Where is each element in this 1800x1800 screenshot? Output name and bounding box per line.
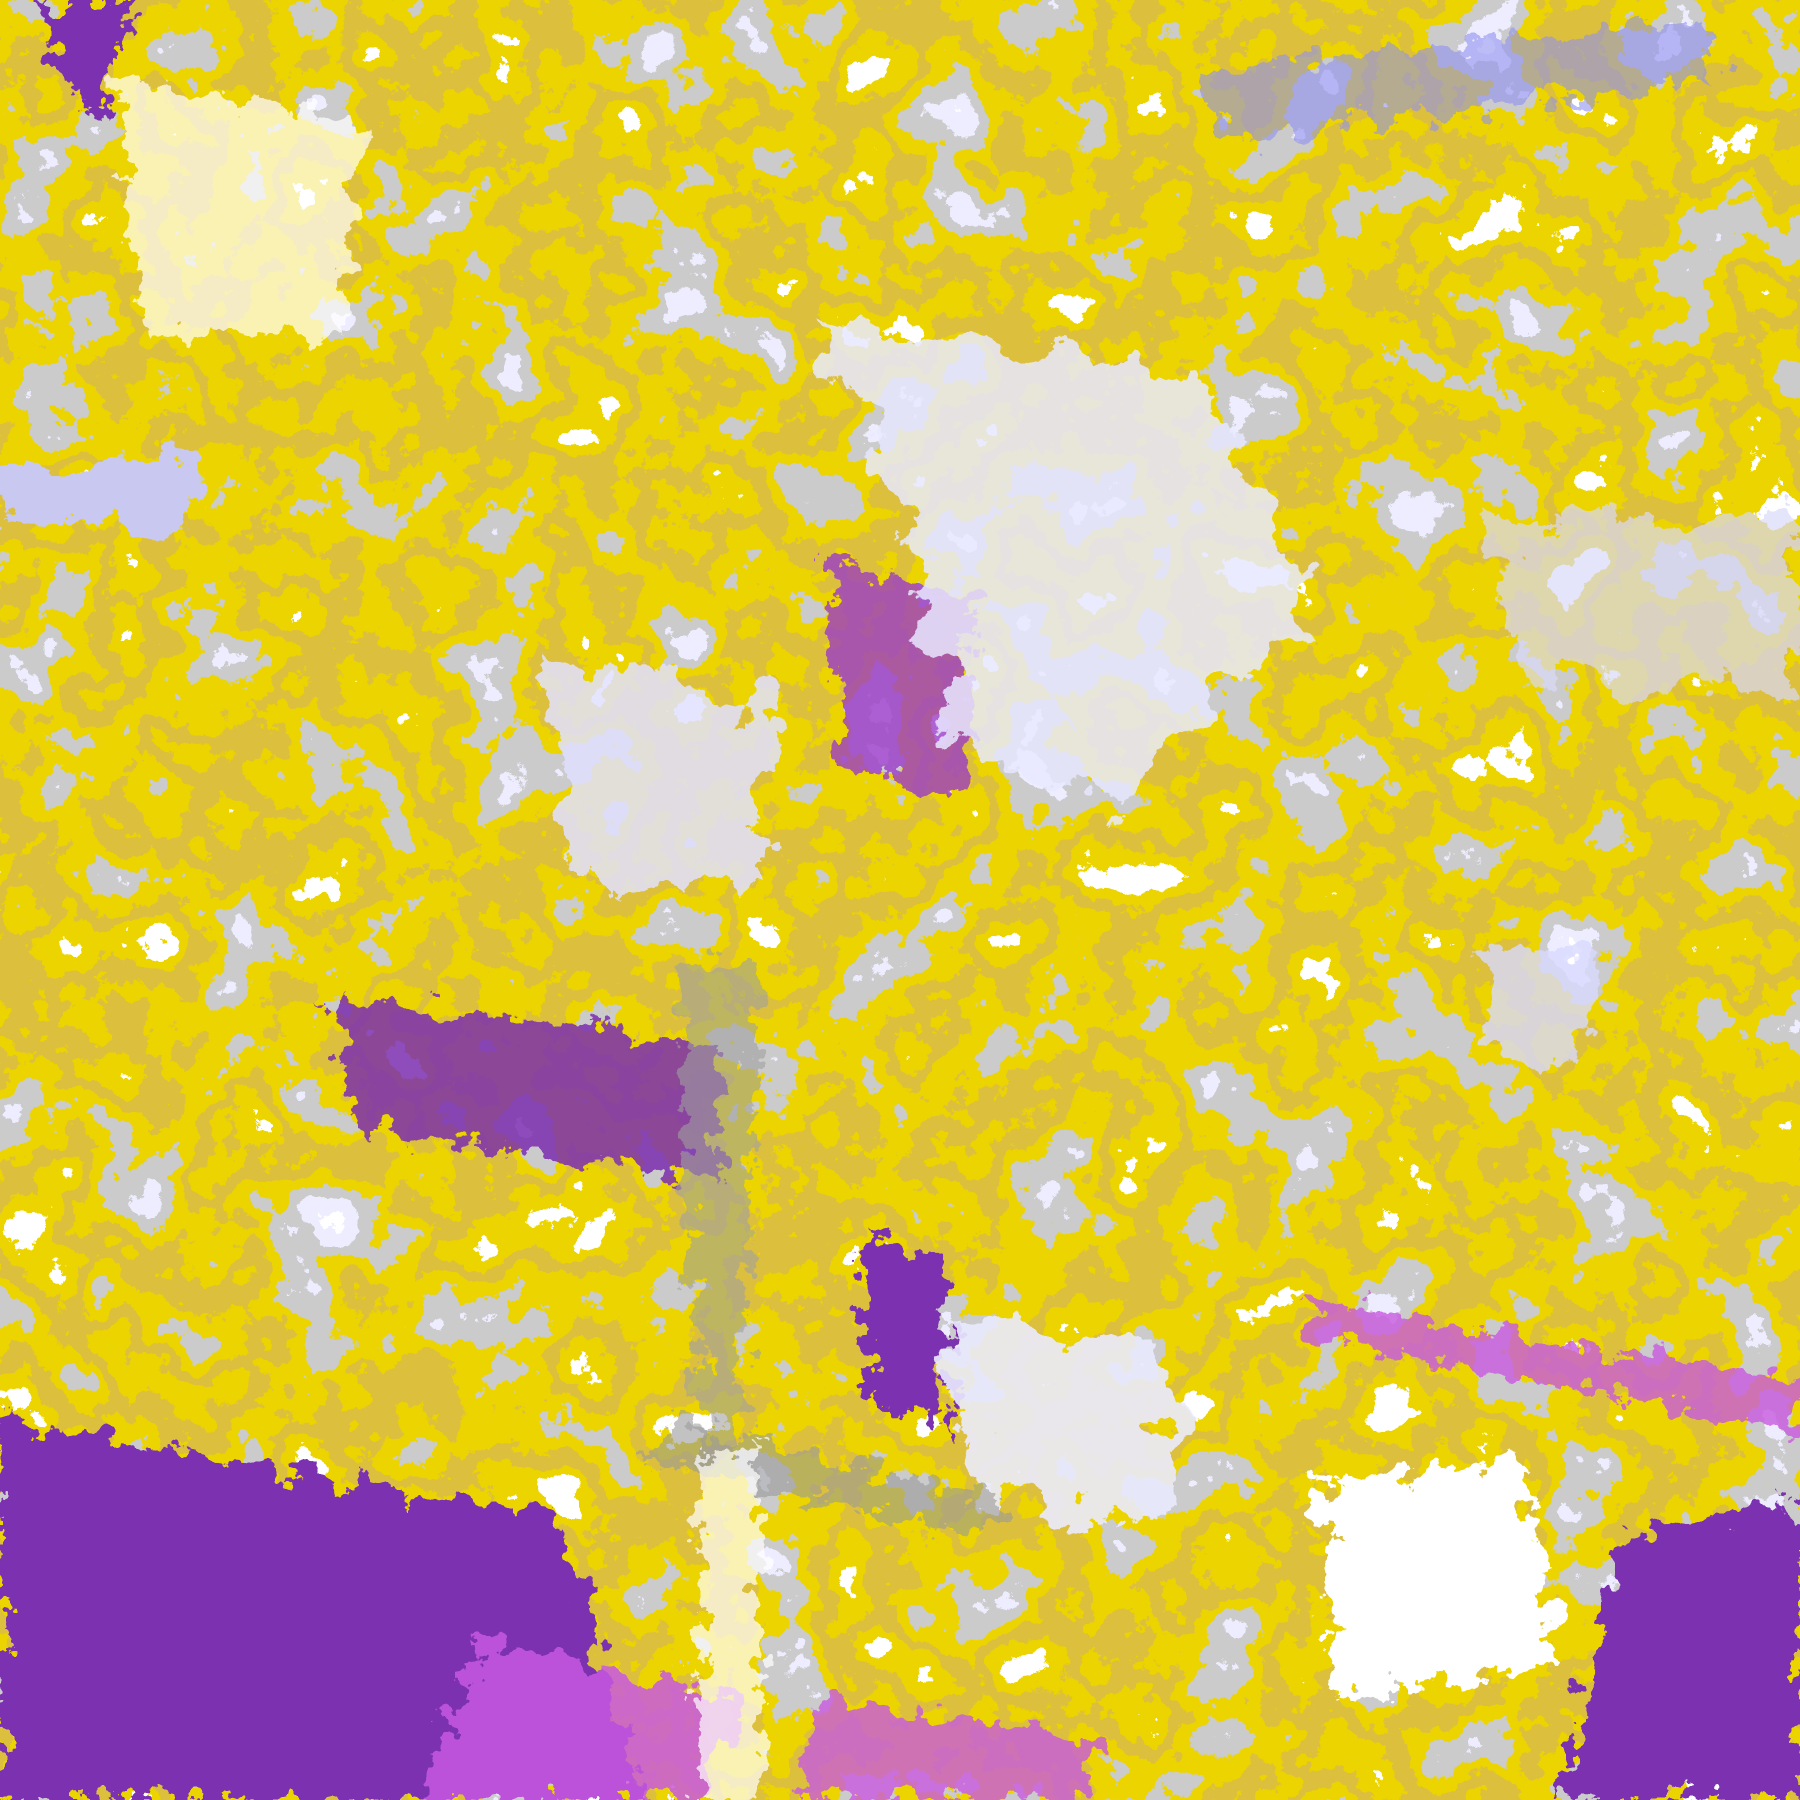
magenta-region	[800, 1700, 1100, 1800]
gray-band	[680, 960, 760, 1460]
white-gaps	[120, 80, 1560, 1800]
purple-region	[1560, 1500, 1800, 1800]
clear-area	[1320, 1460, 1560, 1700]
magenta-regions	[420, 20, 1800, 1800]
cloud	[540, 660, 760, 880]
blue-band	[1200, 20, 1720, 140]
purple-region	[860, 1230, 950, 1430]
cloud	[0, 460, 200, 530]
magenta-region	[1300, 1300, 1800, 1430]
clear-area	[120, 80, 360, 340]
purple-region	[330, 1000, 720, 1180]
cloud	[1480, 520, 1800, 700]
cloud	[940, 1320, 1180, 1520]
magenta-region	[420, 1640, 740, 1800]
clear-area	[700, 1450, 760, 1800]
cloud	[1470, 940, 1600, 1060]
purple-region	[40, 0, 130, 110]
cloud-regions	[0, 320, 1800, 1520]
cloud	[820, 320, 1300, 800]
